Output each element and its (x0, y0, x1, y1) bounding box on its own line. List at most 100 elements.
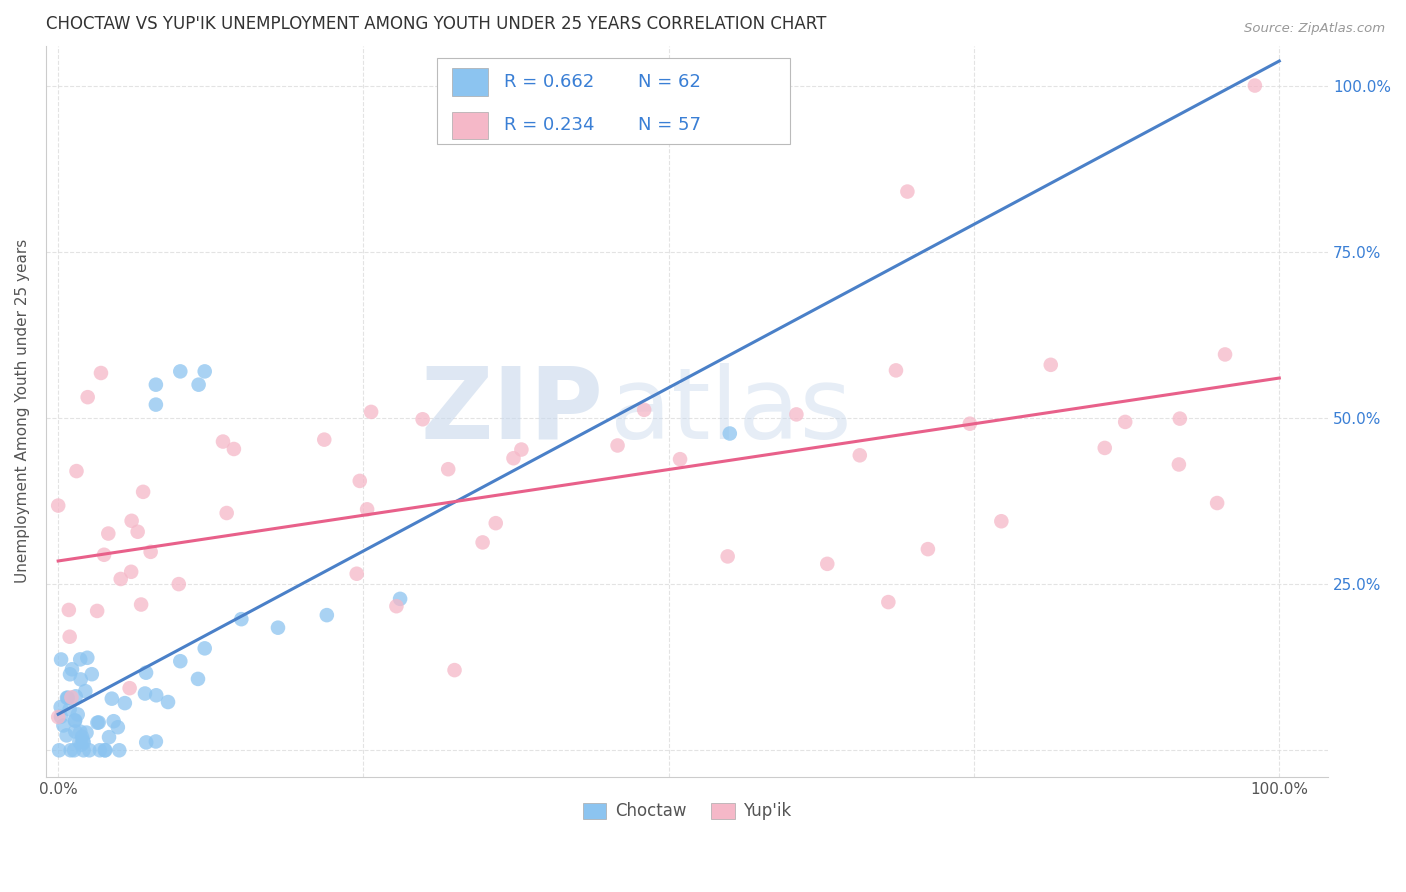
Point (443, 663, 465, 677)
Point (46, 499, 69, 513)
Point (346, 566, 368, 581)
Point (717, 549, 740, 564)
Point (231, 612, 253, 626)
Point (60, 662, 83, 676)
Point (145, 377, 167, 392)
Point (120, 565, 142, 579)
Point (80, 667, 103, 681)
Text: N = 62: N = 62 (638, 73, 702, 91)
Point (884, 363, 907, 377)
Point (167, 577, 190, 591)
Point (135, 735, 157, 749)
Point (70, 738, 93, 752)
Point (60, 690, 83, 705)
Point (718, 426, 741, 441)
Point (93, 743, 115, 757)
Point (72, 743, 94, 757)
Text: Source: ZipAtlas.com: Source: ZipAtlas.com (1244, 22, 1385, 36)
Point (169, 654, 191, 668)
Point (135, 665, 157, 680)
Point (72, 733, 94, 747)
Point (63, 714, 86, 728)
Point (360, 405, 382, 419)
Point (59, 667, 82, 681)
Point (107, 720, 129, 734)
Point (65, 724, 87, 739)
Point (896, 185, 918, 199)
Point (56, 690, 79, 705)
Point (1114, 415, 1136, 429)
Point (76, 650, 98, 665)
Point (157, 695, 180, 709)
Point (222, 442, 245, 456)
Point (194, 364, 217, 378)
FancyBboxPatch shape (453, 69, 488, 96)
Point (1244, 78, 1267, 93)
Legend: Choctaw, Yup'ik: Choctaw, Yup'ik (576, 796, 797, 827)
Point (69, 652, 91, 666)
Point (103, 714, 125, 729)
Point (485, 516, 508, 531)
Point (59, 743, 82, 757)
Point (75, 684, 97, 698)
Point (121, 514, 143, 528)
Point (145, 398, 167, 412)
Point (669, 452, 692, 467)
Point (56, 690, 79, 705)
Point (1168, 411, 1191, 425)
Y-axis label: Unemployment Among Youth under 25 years: Unemployment Among Youth under 25 years (15, 239, 30, 583)
Point (70, 730, 93, 744)
Point (114, 696, 136, 710)
Point (46, 710, 69, 724)
Point (145, 688, 167, 702)
Point (52, 718, 75, 732)
Point (315, 608, 337, 623)
Point (877, 595, 900, 609)
Point (69, 724, 91, 739)
Point (815, 557, 838, 571)
Point (194, 641, 217, 656)
Point (98, 730, 121, 744)
Point (785, 408, 807, 422)
Point (65, 690, 87, 704)
Point (356, 502, 378, 516)
Point (212, 434, 235, 449)
Point (87, 715, 110, 730)
Point (59, 630, 82, 644)
Point (93, 548, 115, 562)
Point (187, 377, 209, 392)
Point (471, 535, 494, 549)
Point (69, 673, 91, 687)
Point (510, 442, 533, 457)
Point (101, 691, 124, 706)
Text: ZIP: ZIP (420, 363, 603, 459)
Point (97, 526, 120, 541)
Point (49, 700, 72, 714)
Point (314, 433, 336, 447)
Point (187, 672, 209, 686)
Point (73, 735, 96, 749)
Point (437, 462, 460, 476)
Point (127, 524, 149, 539)
Point (389, 591, 412, 606)
Point (1094, 441, 1116, 455)
Point (90, 366, 112, 380)
Point (89, 743, 111, 757)
Point (48, 743, 70, 757)
Point (129, 598, 152, 612)
Point (108, 743, 131, 757)
Text: N = 57: N = 57 (638, 116, 702, 135)
Point (63, 743, 86, 757)
Point (849, 448, 872, 462)
Point (86, 715, 108, 730)
Point (110, 572, 132, 586)
Point (58, 603, 80, 617)
Point (59, 702, 82, 716)
Point (1213, 347, 1236, 361)
Text: CHOCTAW VS YUP'IK UNEMPLOYMENT AMONG YOUTH UNDER 25 YEARS CORRELATION CHART: CHOCTAW VS YUP'IK UNEMPLOYMENT AMONG YOU… (46, 15, 827, 33)
Point (66, 707, 89, 722)
Text: R = 0.234: R = 0.234 (503, 116, 595, 135)
Point (132, 484, 155, 499)
Point (267, 621, 290, 635)
Point (63, 714, 86, 728)
